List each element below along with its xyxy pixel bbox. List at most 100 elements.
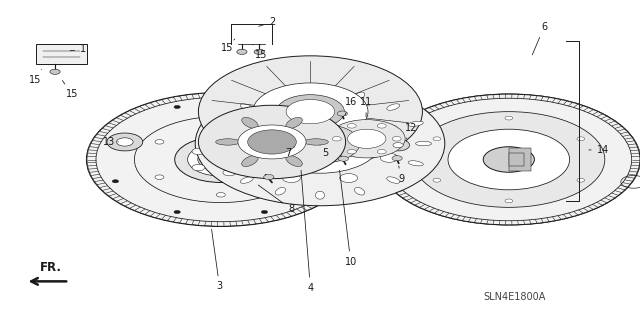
Text: 15: 15	[221, 39, 235, 53]
Ellipse shape	[209, 141, 225, 146]
Circle shape	[242, 153, 260, 162]
Circle shape	[328, 120, 405, 158]
Circle shape	[155, 175, 164, 179]
Circle shape	[378, 94, 640, 225]
Circle shape	[280, 124, 360, 163]
Circle shape	[261, 211, 268, 214]
Ellipse shape	[355, 92, 365, 100]
Circle shape	[340, 105, 358, 114]
Circle shape	[332, 137, 341, 141]
Text: 3: 3	[212, 229, 223, 292]
Ellipse shape	[316, 191, 324, 199]
Ellipse shape	[217, 161, 232, 166]
Circle shape	[278, 140, 287, 144]
Ellipse shape	[286, 117, 302, 128]
Text: 15: 15	[253, 45, 268, 60]
Text: 8: 8	[259, 185, 294, 214]
Circle shape	[377, 123, 386, 128]
Circle shape	[192, 164, 205, 171]
Ellipse shape	[387, 177, 400, 183]
Circle shape	[392, 137, 401, 141]
Circle shape	[237, 49, 247, 54]
Ellipse shape	[242, 156, 258, 167]
Ellipse shape	[408, 121, 423, 126]
Circle shape	[174, 211, 180, 214]
FancyBboxPatch shape	[36, 44, 87, 64]
Text: 2: 2	[259, 17, 275, 27]
Circle shape	[188, 143, 254, 176]
Circle shape	[260, 114, 380, 173]
Circle shape	[155, 140, 164, 144]
Circle shape	[195, 81, 445, 206]
Ellipse shape	[240, 104, 253, 110]
Text: 12: 12	[405, 122, 418, 139]
Circle shape	[223, 143, 236, 150]
Circle shape	[282, 105, 300, 114]
Ellipse shape	[408, 161, 423, 166]
Ellipse shape	[415, 141, 431, 146]
Text: 4: 4	[301, 170, 314, 293]
Text: 1: 1	[70, 44, 86, 55]
Circle shape	[505, 116, 513, 120]
Ellipse shape	[286, 156, 302, 167]
Text: 13: 13	[102, 137, 118, 147]
Circle shape	[112, 136, 118, 139]
Ellipse shape	[216, 139, 240, 145]
Circle shape	[216, 193, 225, 197]
Text: 6: 6	[532, 22, 547, 55]
Circle shape	[433, 178, 441, 182]
Circle shape	[264, 174, 274, 180]
Circle shape	[505, 199, 513, 203]
Circle shape	[340, 174, 358, 182]
Circle shape	[483, 147, 534, 172]
Circle shape	[577, 178, 584, 182]
Circle shape	[377, 150, 386, 154]
Circle shape	[448, 129, 570, 190]
Text: 14: 14	[589, 145, 609, 155]
Ellipse shape	[275, 92, 285, 100]
Circle shape	[387, 139, 410, 151]
Text: 7: 7	[285, 147, 294, 158]
Circle shape	[112, 180, 118, 183]
Circle shape	[393, 143, 403, 148]
Ellipse shape	[316, 88, 324, 96]
Circle shape	[248, 130, 296, 154]
Circle shape	[174, 105, 180, 108]
Circle shape	[107, 133, 143, 151]
Circle shape	[253, 83, 368, 140]
Circle shape	[86, 93, 355, 226]
Circle shape	[323, 180, 330, 183]
Circle shape	[242, 156, 255, 163]
FancyBboxPatch shape	[509, 153, 525, 166]
Text: 10: 10	[340, 170, 357, 267]
Circle shape	[261, 105, 268, 108]
Circle shape	[380, 153, 398, 162]
Circle shape	[216, 122, 225, 126]
Circle shape	[380, 125, 398, 134]
Text: FR.: FR.	[40, 261, 62, 274]
Text: 5: 5	[320, 145, 328, 158]
Circle shape	[348, 123, 356, 128]
Circle shape	[50, 69, 60, 74]
Circle shape	[323, 136, 330, 139]
Circle shape	[192, 148, 205, 155]
Circle shape	[242, 125, 260, 134]
Circle shape	[223, 169, 236, 176]
Circle shape	[286, 100, 335, 124]
Circle shape	[238, 125, 306, 159]
Circle shape	[278, 175, 287, 179]
Text: 15: 15	[62, 80, 78, 99]
Circle shape	[337, 111, 348, 116]
Ellipse shape	[275, 188, 285, 195]
Circle shape	[433, 137, 441, 141]
Text: SLN4E1800A: SLN4E1800A	[483, 292, 545, 302]
Circle shape	[339, 156, 349, 161]
Text: 15: 15	[29, 69, 42, 85]
Circle shape	[413, 112, 605, 207]
Circle shape	[276, 95, 344, 129]
Circle shape	[116, 138, 133, 146]
Circle shape	[348, 129, 386, 148]
Ellipse shape	[240, 177, 253, 183]
Text: 16: 16	[344, 97, 357, 115]
Circle shape	[282, 174, 300, 182]
